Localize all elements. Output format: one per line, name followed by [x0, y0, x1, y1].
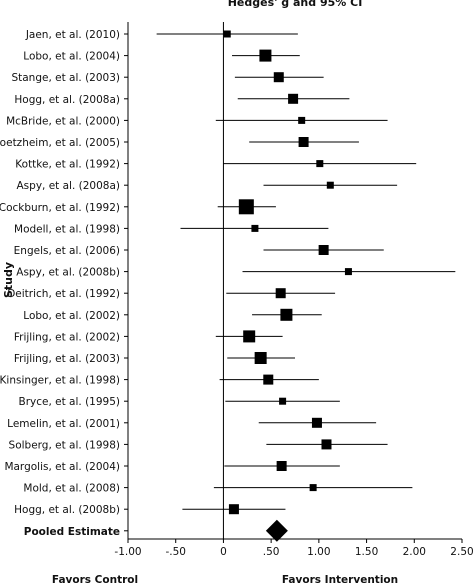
study-label: Bryce, et al. (1995) [19, 396, 121, 408]
x-tick-label: 2.50 [450, 546, 473, 558]
effect-marker [321, 439, 332, 450]
effect-marker [276, 461, 287, 471]
study-label: Lobo, et al. (2004) [23, 51, 120, 63]
effect-marker [279, 397, 287, 405]
pooled-diamond [265, 519, 288, 542]
study-label: Roetzheim, et al. (2005) [0, 137, 120, 149]
effect-marker [228, 504, 239, 515]
chart-title: Hedges' g and 95% CI [228, 0, 363, 9]
study-label: McBride, et al. (2000) [6, 115, 120, 127]
effect-marker [273, 72, 284, 83]
effect-marker [263, 374, 274, 385]
effect-marker [326, 181, 334, 189]
study-rows: Jaen, et al. (2010) Lobo, et al. (2004) St… [0, 29, 456, 542]
study-label: Margolis, et al. (2004) [4, 461, 120, 473]
effect-marker [288, 93, 299, 104]
study-label: Stange, et al. (2003) [11, 72, 120, 84]
x-axis: -1.00 -.50 0 .50 1.00 1.50 2.00 2.50 [114, 22, 474, 558]
study-label: Solberg, et al. (1998) [9, 439, 120, 451]
x-label-left: Favors Control [52, 574, 138, 583]
study-label: Aspy, et al. (2008a) [17, 180, 121, 192]
effect-marker [298, 116, 306, 124]
x-tick-label: 1.00 [307, 546, 330, 558]
study-label: Lemelin, et al. (2001) [7, 418, 120, 430]
effect-marker [259, 49, 272, 62]
x-tick-label: 1.50 [355, 546, 378, 558]
effect-marker [238, 199, 254, 215]
study-label: Lobo, et al. (2002) [23, 310, 120, 322]
x-label-right: Favors Intervention [282, 574, 398, 583]
effect-marker [316, 160, 324, 168]
study-label: Kinsinger, et al. (1998) [0, 375, 120, 387]
pooled-label: Pooled Estimate [24, 526, 120, 538]
effect-marker [243, 330, 256, 343]
study-label: Engels, et al. (2006) [14, 245, 120, 257]
x-tick-label: 0 [220, 546, 227, 558]
study-label: Kottke, et al. (1992) [15, 159, 120, 171]
effect-marker [251, 224, 259, 232]
effect-marker [318, 245, 329, 255]
study-label: Cockburn, et al. (1992) [0, 202, 120, 214]
effect-marker [309, 484, 317, 492]
x-tick-label: -.50 [165, 546, 186, 558]
study-label: Modell, et al. (1998) [14, 223, 120, 235]
effect-marker [311, 417, 322, 428]
x-tick-label: .50 [263, 546, 280, 558]
study-label: Frijling, et al. (2003) [14, 353, 120, 365]
study-label: Mold, et al. (2008) [23, 483, 120, 495]
study-label: Deitrich, et al. (1992) [7, 288, 120, 300]
x-tick-label: -1.00 [114, 546, 141, 558]
y-axis-label: Study [2, 262, 15, 298]
effect-marker [223, 30, 231, 38]
study-label: Frijling, et al. (2002) [14, 331, 120, 343]
effect-marker [344, 268, 352, 276]
study-label: Aspy, et al. (2008b) [16, 267, 120, 279]
effect-marker [280, 308, 293, 321]
study-label: Jaen, et al. (2010) [25, 29, 120, 41]
study-label: Hogg, et al. (2008a) [14, 94, 120, 106]
effect-marker [298, 137, 309, 147]
effect-marker [275, 288, 286, 299]
study-label: Hogg, et al. (2008b) [14, 504, 120, 516]
effect-marker [254, 352, 267, 364]
x-tick-label: 2.00 [403, 546, 426, 558]
